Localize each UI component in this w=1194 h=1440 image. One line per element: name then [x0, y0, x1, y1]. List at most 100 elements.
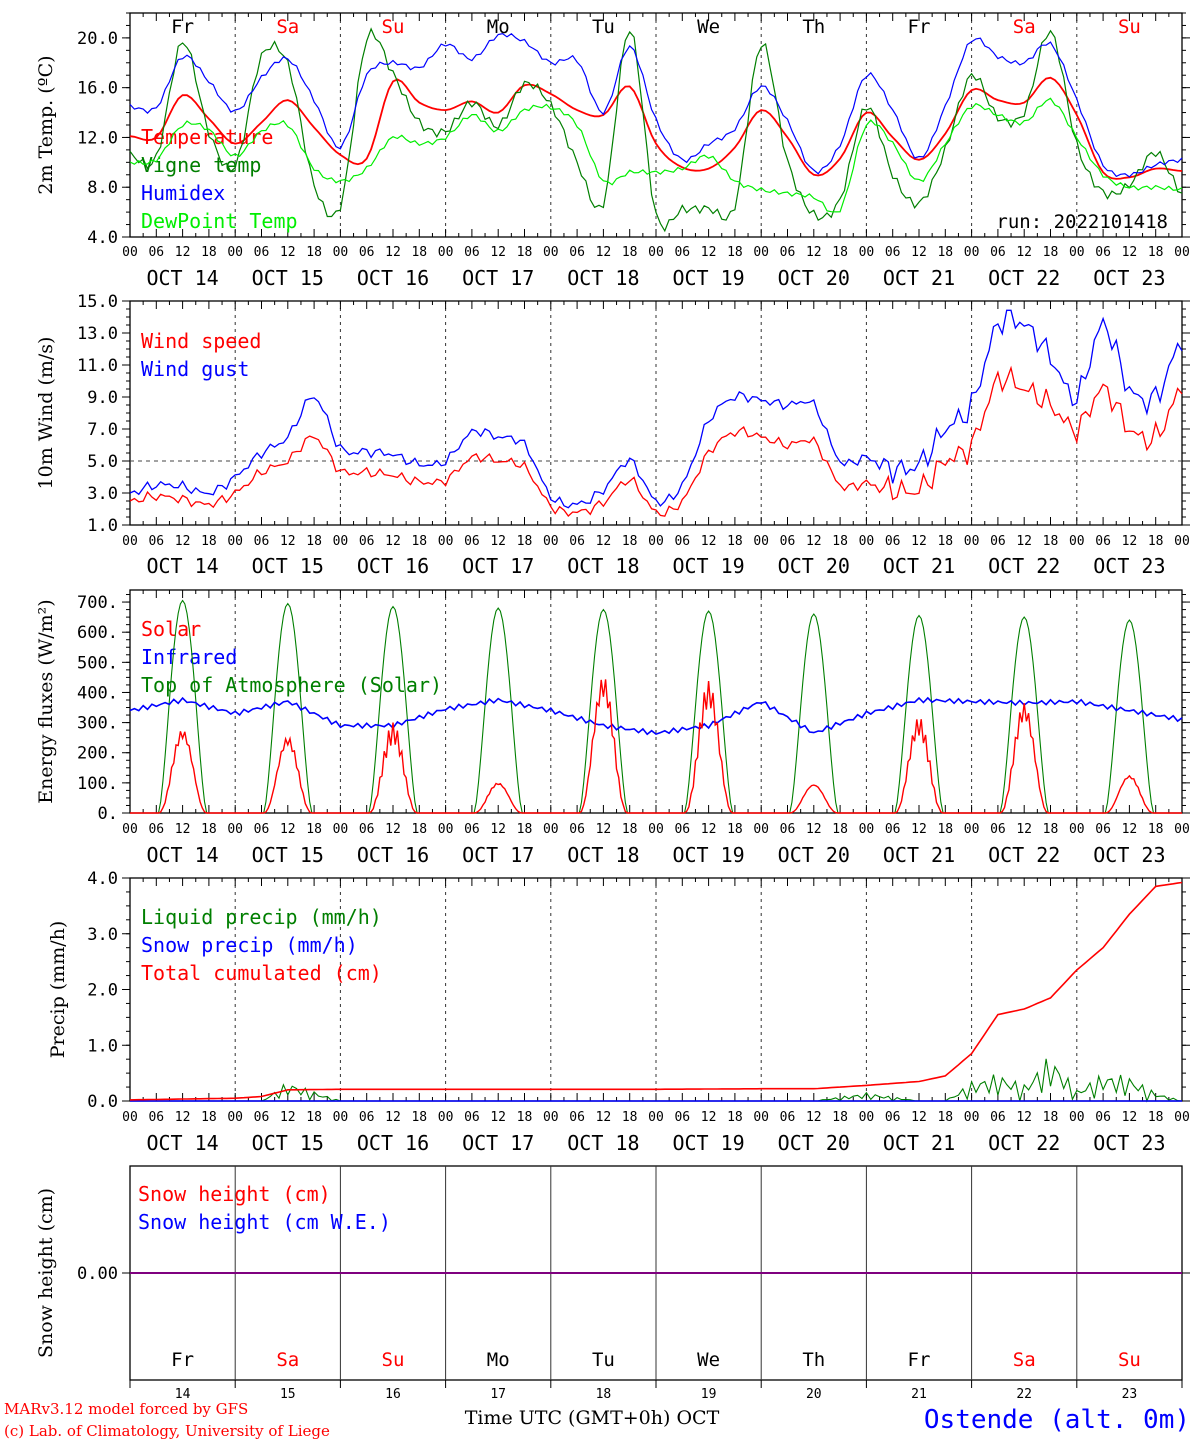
hour-tick-label: 00: [333, 245, 349, 260]
hour-tick-label: 12: [1016, 245, 1032, 260]
hour-tick-label: 06: [254, 1110, 270, 1125]
weekday-label: We: [697, 16, 720, 38]
y-tick-label: 500.: [77, 653, 118, 673]
date-label: OCT 19: [672, 266, 744, 290]
hour-tick-label: 06: [464, 245, 480, 260]
hour-tick-label: 06: [780, 822, 796, 837]
legend-entry: Snow precip (mm/h): [141, 933, 358, 957]
series-dewpoint-temp: [129, 97, 1183, 213]
weekday-label: Su: [1118, 1349, 1141, 1371]
hour-tick-label: 12: [175, 245, 191, 260]
hour-tick-label: 06: [359, 1110, 375, 1125]
hour-tick-label: 06: [1095, 1110, 1111, 1125]
hour-tick-label: 12: [701, 1110, 717, 1125]
hour-tick-label: 18: [411, 245, 427, 260]
date-label: OCT 15: [252, 266, 324, 290]
date-label: OCT 18: [567, 843, 639, 867]
hour-tick-label: 06: [1095, 822, 1111, 837]
hour-tick-label: 12: [911, 534, 927, 549]
hour-tick-label: 12: [911, 822, 927, 837]
date-label: OCT 20: [778, 554, 850, 578]
date-label: OCT 21: [883, 266, 955, 290]
date-label: OCT 16: [357, 554, 429, 578]
hour-tick-label: 06: [148, 822, 164, 837]
legend-entry: DewPoint Temp: [141, 209, 298, 233]
day-number-label: 16: [385, 1387, 401, 1402]
hour-tick-label: 18: [201, 822, 217, 837]
hour-tick-label: 06: [990, 534, 1006, 549]
hour-tick-label: 00: [1069, 534, 1085, 549]
hour-tick-label: 06: [885, 1110, 901, 1125]
hour-tick-label: 18: [1043, 822, 1059, 837]
weekday-label: We: [697, 1349, 720, 1371]
hour-tick-label: 12: [175, 822, 191, 837]
hour-tick-label: 18: [1148, 534, 1164, 549]
hour-tick-label: 18: [727, 245, 743, 260]
y-tick-label: 1.0: [87, 516, 118, 536]
legend-entry: Snow height (cm W.E.): [138, 1210, 391, 1234]
hour-tick-label: 00: [438, 1110, 454, 1125]
hour-tick-label: 00: [227, 822, 243, 837]
y-axis-label: 2m Temp. (ºC): [35, 55, 57, 194]
y-tick-label: 300.: [77, 714, 118, 734]
date-label: OCT 23: [1093, 843, 1165, 867]
hour-tick-label: 18: [937, 245, 953, 260]
hour-tick-label: 06: [569, 822, 585, 837]
hour-tick-label: 12: [596, 1110, 612, 1125]
hour-tick-label: 06: [254, 534, 270, 549]
hour-tick-label: 18: [832, 822, 848, 837]
weekday-label: Tu: [592, 16, 615, 38]
hour-tick-label: 00: [543, 822, 559, 837]
hour-tick-label: 18: [411, 534, 427, 549]
hour-tick-label: 18: [517, 245, 533, 260]
date-label: OCT 18: [567, 554, 639, 578]
hour-tick-label: 06: [885, 822, 901, 837]
hour-tick-label: 12: [280, 245, 296, 260]
hour-tick-label: 12: [175, 1110, 191, 1125]
hour-tick-label: 12: [1122, 245, 1138, 260]
weekday-label: Sa: [1013, 1349, 1036, 1371]
y-axis-label: Energy fluxes (W/m²): [35, 599, 57, 803]
date-label: OCT 22: [988, 843, 1060, 867]
hour-tick-label: 18: [306, 1110, 322, 1125]
hour-tick-label: 06: [674, 534, 690, 549]
legend-entry: Total cumulated (cm): [141, 961, 382, 985]
hour-tick-label: 18: [1043, 534, 1059, 549]
y-tick-label: 5.0: [87, 452, 118, 472]
hour-tick-label: 00: [543, 534, 559, 549]
date-label: OCT 19: [672, 554, 744, 578]
hour-tick-label: 06: [359, 245, 375, 260]
hour-tick-label: 06: [148, 245, 164, 260]
y-tick-label: 7.0: [87, 420, 118, 440]
hour-tick-label: 00: [964, 534, 980, 549]
hour-tick-label: 18: [937, 1110, 953, 1125]
hour-tick-label: 00: [753, 534, 769, 549]
hour-tick-label: 00: [438, 245, 454, 260]
hour-tick-label: 06: [359, 822, 375, 837]
hour-tick-label: 12: [280, 1110, 296, 1125]
hour-tick-label: 00: [648, 245, 664, 260]
y-tick-label: 400.: [77, 683, 118, 703]
legend-entry: Snow height (cm): [138, 1182, 331, 1206]
hour-tick-label: 06: [148, 1110, 164, 1125]
hour-tick-label: 00: [1174, 1110, 1190, 1125]
hour-tick-label: 18: [411, 822, 427, 837]
date-label: OCT 14: [146, 843, 218, 867]
date-label: OCT 18: [567, 1131, 639, 1155]
date-label: OCT 19: [672, 843, 744, 867]
hour-tick-label: 18: [517, 534, 533, 549]
hour-tick-label: 12: [701, 534, 717, 549]
hour-tick-label: 00: [648, 822, 664, 837]
hour-tick-label: 12: [1122, 1110, 1138, 1125]
date-label: OCT 23: [1093, 554, 1165, 578]
hour-tick-label: 18: [832, 245, 848, 260]
hour-tick-label: 00: [648, 534, 664, 549]
hour-tick-label: 18: [622, 245, 638, 260]
y-tick-label: 700.: [77, 593, 118, 613]
day-number-label: 22: [1016, 1387, 1032, 1402]
hour-tick-label: 12: [175, 534, 191, 549]
date-label: OCT 15: [252, 554, 324, 578]
hour-tick-label: 12: [596, 534, 612, 549]
hour-tick-label: 12: [911, 1110, 927, 1125]
y-tick-label: 0.0: [87, 1092, 118, 1112]
